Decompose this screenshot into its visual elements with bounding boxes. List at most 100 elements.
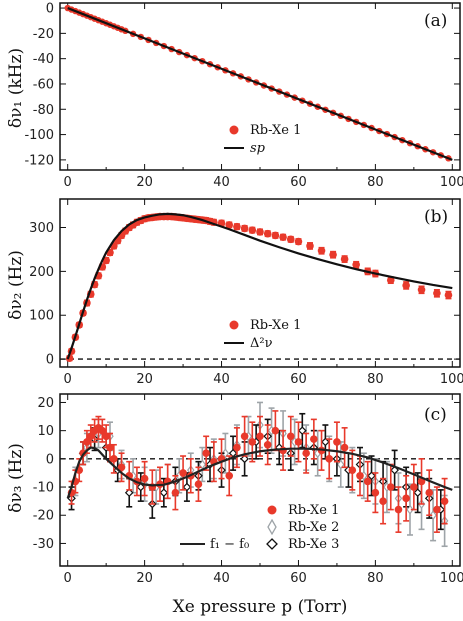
legend-b: Rb-Xe 1 Δ²ν [224,318,301,351]
data-point-rb-xe-1 [263,229,272,238]
x-tick-label: 80 [367,571,384,586]
data-point-rb-xe-1 [417,285,426,294]
data-point-rb-xe-1 [233,222,241,231]
data-point-rb-xe-1 [402,281,410,290]
data-point-rb-xe-1 [379,497,387,505]
data-point-rb-xe-1 [425,488,434,497]
data-point-rb-xe-1 [240,224,249,233]
data-point-rb-xe-1 [394,505,403,514]
y-tick-label: 100 [29,309,54,324]
legend-c-marker-rbxe3 [266,538,278,550]
data-point-rb-xe-2 [429,510,437,521]
data-point-rb-xe-1 [286,432,295,441]
data-point-rb-xe-3 [182,482,192,492]
data-point-rb-xe-1 [356,471,364,480]
data-point-rb-xe-3 [136,482,146,492]
legend-a-marker-rbxe1 [229,125,239,135]
y-tick-label: -10 [33,481,54,496]
data-point-rb-xe-1 [363,477,372,486]
legend-c-label-rbxe2: Rb-Xe 2 [288,520,339,535]
data-point-rb-xe-1 [352,260,360,269]
x-tick-label: 100 [440,571,463,586]
y-tick-label: -30 [33,537,54,552]
data-point-rb-xe-1 [102,432,110,441]
x-tick-label: 40 [213,175,230,190]
data-point-rb-xe-3 [124,488,134,498]
data-point-rb-xe-1 [225,471,234,480]
data-point-rb-xe-1 [340,255,349,263]
series-line-f-f [66,446,453,499]
data-point-rb-xe-1 [348,466,357,474]
y-tick-label: 0 [46,452,54,467]
data-point-rb-xe-3 [240,454,249,464]
panel-b-tag: (b) [424,207,448,227]
legend-b-label-d2nu: Δ²ν [250,336,273,351]
x-tick-label: 20 [136,372,153,387]
x-axis-title: Xe pressure p (Torr) [173,597,348,617]
legend-b-label-rbxe1: Rb-Xe 1 [250,318,301,333]
data-point-rb-xe-1 [271,426,280,435]
y-tick-label: -40 [33,52,54,67]
data-point-rb-xe-1 [371,488,380,497]
data-point-rb-xe-2 [221,448,230,459]
data-point-rb-xe-1 [271,231,280,240]
panel-c-tag: (c) [424,405,447,425]
legend-b-marker-rbxe1 [229,320,239,330]
data-point-rb-xe-1 [333,438,341,446]
data-point-rb-xe-1 [279,233,287,241]
data-point-rb-xe-1 [433,289,441,298]
data-point-rb-xe-1 [98,426,107,435]
panel-b-ylabel: δν₂ (Hz) [6,250,26,320]
data-point-rb-xe-1 [256,228,264,236]
x-tick-label: 40 [213,372,230,387]
data-point-rb-xe-1 [386,276,395,284]
x-tick-label: 80 [367,175,384,190]
data-point-rb-xe-1 [248,226,257,234]
y-tick-label: -60 [33,77,54,92]
data-point-rb-xe-1 [117,463,126,472]
y-tick-label: 300 [29,221,54,236]
data-point-rb-xe-1 [171,488,180,497]
x-tick-label: 0 [64,372,72,387]
data-point-rb-xe-1 [248,438,257,446]
data-point-rb-xe-1 [402,494,410,503]
data-point-rb-xe-1 [240,432,249,441]
data-point-rb-xe-1 [294,438,303,446]
data-point-rb-xe-1 [83,438,91,446]
data-point-rb-xe-1 [225,221,234,229]
panel-a-ylabel: δν₁ (kHz) [6,48,26,128]
data-point-rb-xe-1 [286,235,295,244]
data-point-rb-xe-1 [179,469,187,477]
y-tick-label: 0 [46,2,54,17]
legend-c-label-f1f0: f₁ − f₀ [210,537,249,552]
panel-b-plot: 0 20 40 60 80 100 0 100 200 300 [29,199,463,387]
data-point-rb-xe-2 [198,459,207,470]
y-tick-label: -20 [33,509,54,524]
x-tick-label: 40 [213,571,230,586]
y-tick-label: 200 [29,265,54,280]
legend-a-label-rbxe1: Rb-Xe 1 [250,123,301,138]
data-point-rb-xe-3 [159,488,169,498]
legend-c: Rb-Xe 1 Rb-Xe 2 f₁ − f₀ Rb-Xe 3 [180,503,339,552]
series-line-sp [67,7,453,161]
panel-c-ylabel: δν₃ (Hz) [6,443,26,513]
data-point-rb-xe-1 [110,455,118,463]
data-point-rb-xe-1 [440,497,449,505]
data-point-rb-xe-1 [302,449,310,458]
data-point-rb-xe-3 [367,471,376,481]
panel-a-plot: 0 20 40 60 80 100 0 -20 -40 -60 -80 -100 -120 [24,2,463,190]
legend-a: Rb-Xe 1 sp [224,123,301,156]
x-tick-label: 20 [136,571,153,586]
data-point-rb-xe-2 [337,459,345,470]
series-line- [66,212,453,360]
data-point-rb-xe-3 [297,426,307,436]
data-point-rb-xe-1 [86,432,95,441]
data-point-rb-xe-1 [306,242,314,250]
y-tick-label: 20 [37,396,54,411]
x-tick-label: 20 [136,175,153,190]
x-tick-label: 60 [290,175,307,190]
y-tick-label: 10 [37,424,54,439]
x-tick-label: 100 [440,372,463,387]
